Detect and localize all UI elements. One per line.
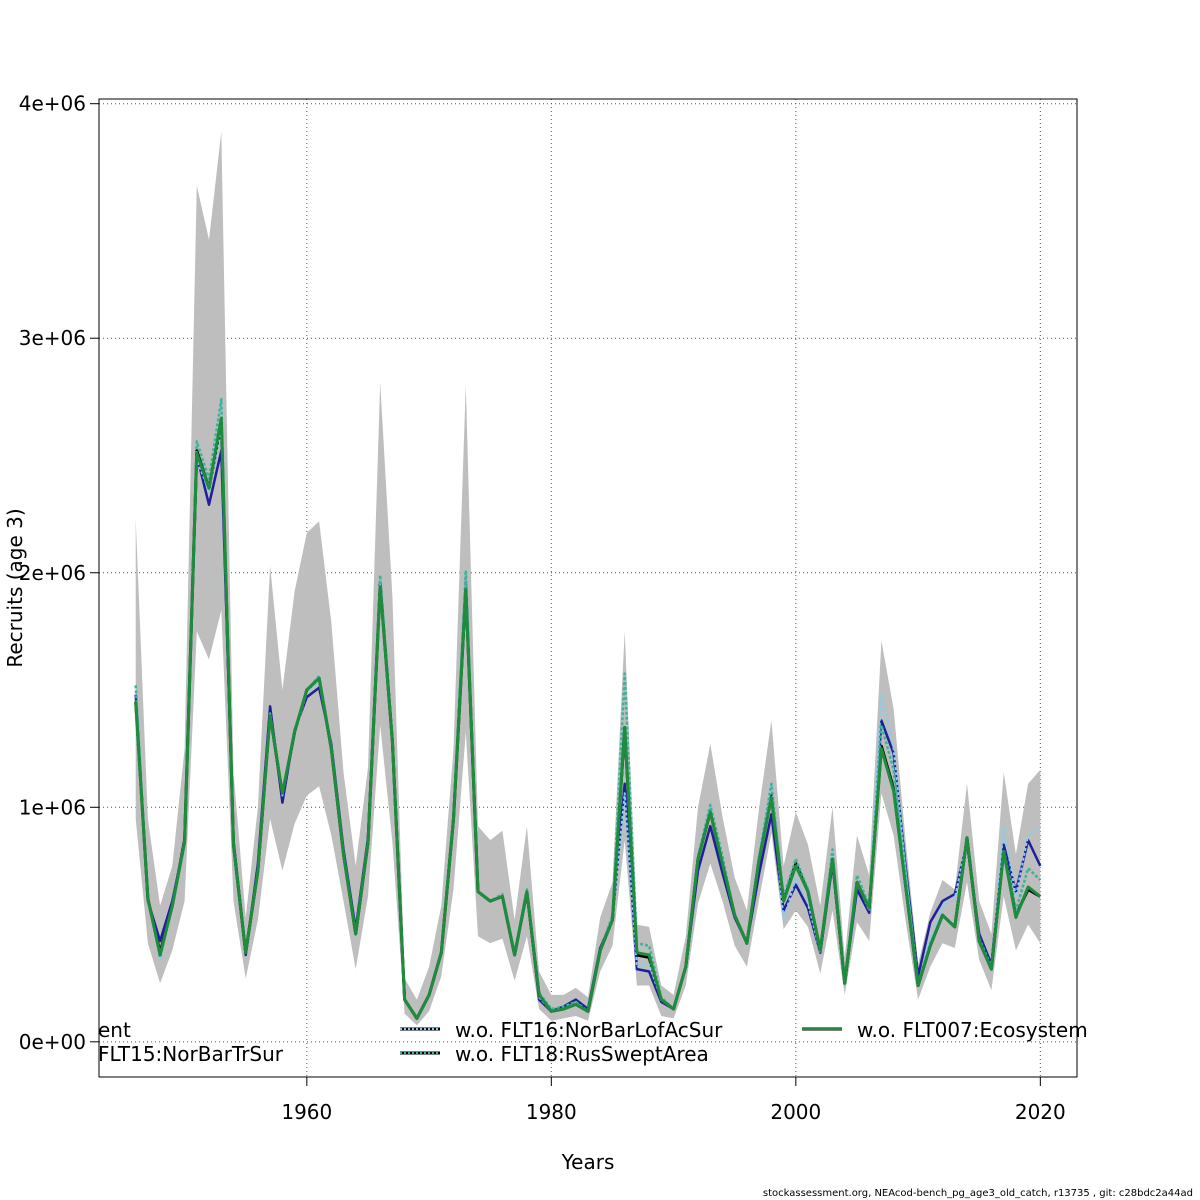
y-tick-label-2: 2e+06 [19,561,86,585]
x-axis: 1960 1980 2000 2020 [281,1077,1066,1124]
x-tick-label-3: 2020 [1015,1100,1066,1124]
series-layer [134,397,1042,1020]
x-tick-label-1: 1980 [526,1100,577,1124]
footer-note: stockassessment.org, NEAcod-bench_pg_age… [763,1188,1193,1199]
legend-label-2: w.o. FLT16:NorBarLofAcSur [455,1018,723,1042]
legend-label-4: w.o. FLT007:Ecosystem [857,1018,1088,1042]
legend-label-3: w.o. FLT18:RusSweptArea [455,1042,709,1066]
x-axis-title: Years [561,1150,615,1174]
series-line-4 [134,416,1042,1020]
legend-label-0: ent [98,1018,131,1042]
y-axis-title: Recruits (age 3) [3,508,27,667]
y-tick-label-0: 0e+00 [19,1030,86,1054]
y-tick-label-1: 1e+06 [19,795,86,819]
y-axis: 0e+00 1e+06 2e+06 3e+06 4e+06 [19,92,99,1054]
x-tick-label-0: 1960 [281,1100,332,1124]
x-tick-label-2: 2000 [770,1100,821,1124]
confidence-band-layer [135,131,1041,1026]
plot-frame [98,98,1078,1078]
y-tick-label-3: 3e+06 [19,326,86,350]
y-tick-label-4: 4e+06 [19,92,86,116]
confidence-band [135,131,1041,1026]
legend-label-1: FLT15:NorBarTrSur [98,1042,284,1066]
